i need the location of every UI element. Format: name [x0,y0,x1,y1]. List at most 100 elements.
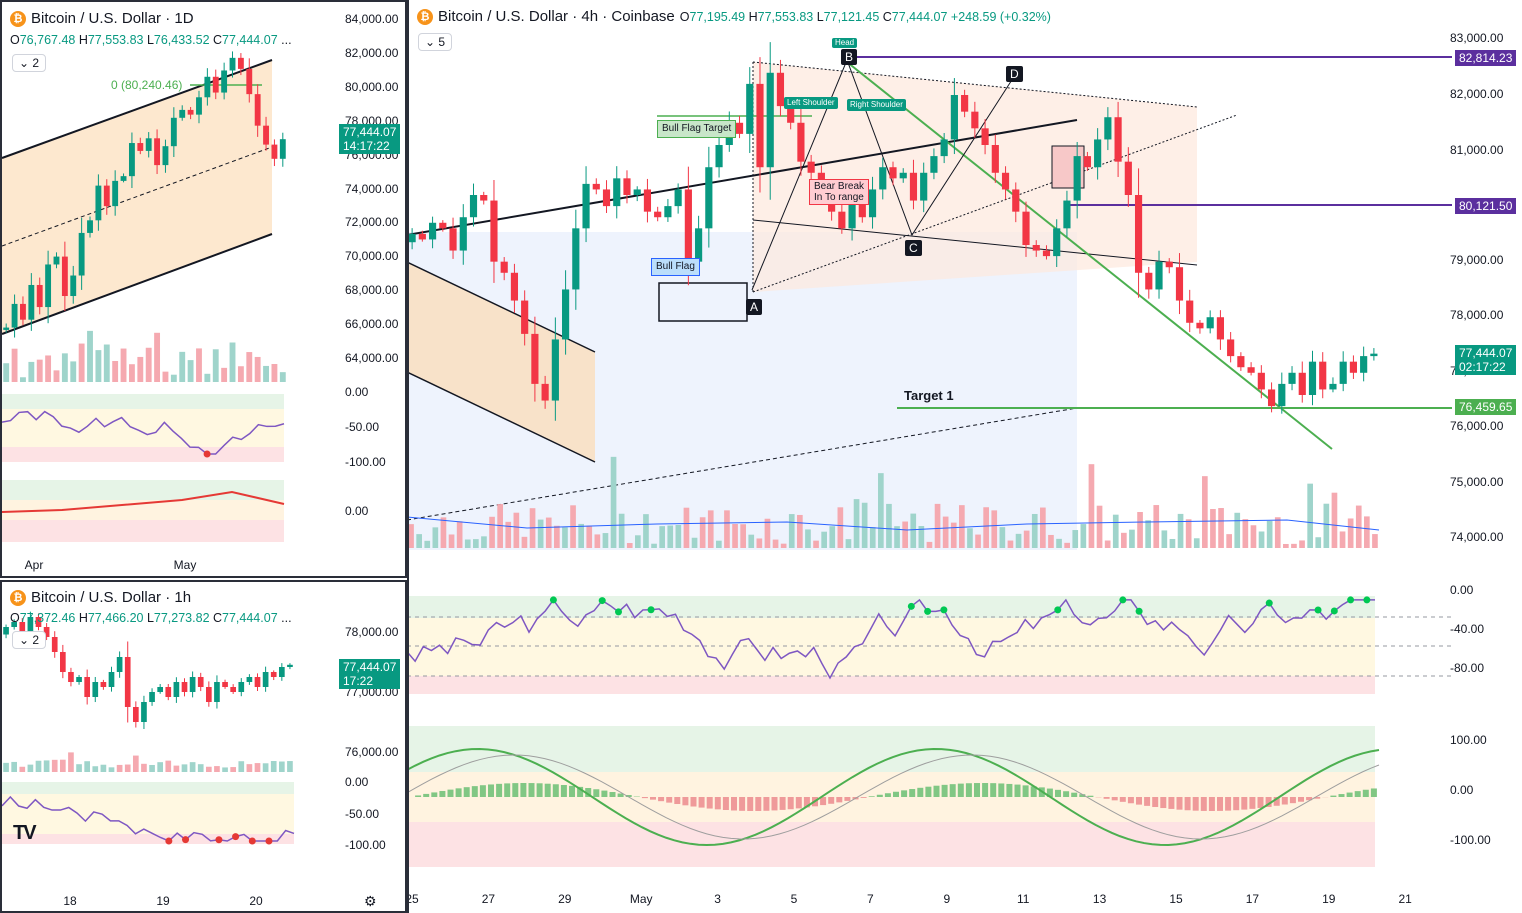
main-candle [1247,367,1255,373]
hourly-volume-bar [35,760,42,772]
hourly-candle [51,637,58,652]
main-volume-bar [610,456,617,548]
main-volume-bar [1088,464,1095,548]
main-abcd-pattern [751,58,1018,291]
main-volume-bar [1177,513,1184,548]
main-volume-bar [1250,525,1257,548]
hourly-volume-bar [246,764,253,772]
main-macd-histogram-bar [755,797,762,811]
main-candle [1063,200,1071,229]
main-macd-histogram-bar [925,786,932,797]
hourly-indicator-toggle[interactable]: ⌄ 2 [12,631,47,649]
daily-price-tick: 72,000.00 [345,215,399,230]
main-macd-histogram-bar [682,797,689,806]
main-volume-bar [861,502,868,548]
main-macd-histogram-bar [836,797,843,803]
main-candle [1216,317,1224,340]
main-volume-bar [659,526,665,548]
main-price-badge: 82,814.23 [1455,50,1517,66]
main-candle [940,139,948,157]
daily-volume-bar [120,348,127,382]
main-volume-bar [1364,516,1370,548]
main-volume-bar [772,539,779,548]
main-macd-histogram-bar [544,783,551,797]
hourly-volume-bar [254,763,261,772]
daily-chart-canvas[interactable] [2,2,407,578]
main-candle [797,122,805,162]
main-macd-histogram-bar [957,783,964,797]
hourly-candle [141,702,147,722]
hourly-candle [238,682,245,692]
hourly-chart-canvas[interactable] [2,582,407,913]
hourly-candle [278,667,285,677]
main-candle [602,189,611,207]
main-macd-histogram-bar [1103,797,1110,799]
main-chart-pane[interactable]: ₿ Bitcoin / U.S. Dollar · 4h · Coinbase … [407,0,1522,913]
daily-volume-bar [212,349,219,382]
main-rsi-signal-dot [1347,596,1355,604]
main-title: Bitcoin / U.S. Dollar · 4h · Coinbase [438,8,675,25]
main-volume-bar [1080,524,1087,548]
hourly-volume-bar [165,760,172,772]
hourly-volume-bar [270,761,277,772]
hourly-chart-pane[interactable]: ₿ Bitcoin / U.S. Dollar · 1h O77,372.46 … [0,580,407,913]
main-macd-histogram-bar [1136,797,1142,805]
daily-volume-bar [246,352,253,382]
daily-candle [212,76,219,93]
main-rsi-signal-dot [1363,596,1371,604]
hourly-candle [100,682,107,687]
main-volume-bar [1112,514,1119,548]
hourly-candle [35,617,42,627]
daily-volume-bar [237,366,244,382]
daily-volume-bar [61,353,68,382]
main-header: ₿ Bitcoin / U.S. Dollar · 4h · Coinbase … [417,8,1051,25]
main-volume-bar [1169,538,1176,548]
main-volume-bar [1315,537,1322,548]
hourly-candle [68,672,74,682]
main-candle [459,217,467,251]
main-price-tick: 79,000.00 [1450,253,1504,267]
main-green-downtrend [846,61,1333,450]
main-candle [664,206,672,218]
main-rsi-oversold-zone [407,676,1375,694]
main-macd-histogram-bar [965,783,972,797]
daily-indicator-toggle[interactable]: ⌄ 2 [12,54,47,72]
main-macd-histogram-bar [625,795,632,797]
main-candle [521,300,529,334]
main-macd-histogram-bar [479,785,486,797]
pane-divider[interactable] [407,0,409,913]
main-indicator-toggle[interactable]: ⌄ 5 [418,33,453,51]
daily-rsi-mid-zone [2,409,284,447]
main-candle [469,195,478,218]
main-candle [899,172,907,179]
main-volume-bar [886,503,892,548]
settings-gear-icon[interactable]: ⚙ [364,893,377,909]
hourly-volume-bar [116,764,123,772]
main-macd-histogram-bar [601,790,608,797]
main-volume-bar [513,512,520,548]
daily-rsi-signal-dot [203,450,211,458]
main-candle [756,83,764,168]
hourly-volume-bar [222,767,228,772]
main-volume-bar [845,539,852,548]
main-candle [930,156,938,173]
main-volume-bar [1242,519,1249,548]
main-macd-histogram-bar [504,783,511,797]
main-chart-canvas[interactable] [407,0,1522,913]
main-rsi-signal-dot [1314,606,1322,614]
main-candle [531,333,539,384]
hourly-rsi-signal-dot [248,837,256,845]
main-rsi-signal-dot [647,606,655,614]
main-volume-bar [910,513,917,548]
main-macd-histogram-bar [520,783,527,797]
bear-break-label: Bear Break In To range [809,179,870,205]
main-candle [1165,261,1173,268]
main-volume-bar [740,524,746,548]
main-macd-histogram-bar [1111,797,1118,801]
daily-volume-bar [95,350,102,382]
hourly-volume-bar [108,767,115,772]
daily-price-tick: 68,000.00 [345,283,399,298]
daily-chart-pane[interactable]: ₿ Bitcoin / U.S. Dollar · 1D O76,767.48 … [0,0,407,578]
hourly-volume-bar [43,760,50,772]
hourly-volume-bar [181,764,188,772]
